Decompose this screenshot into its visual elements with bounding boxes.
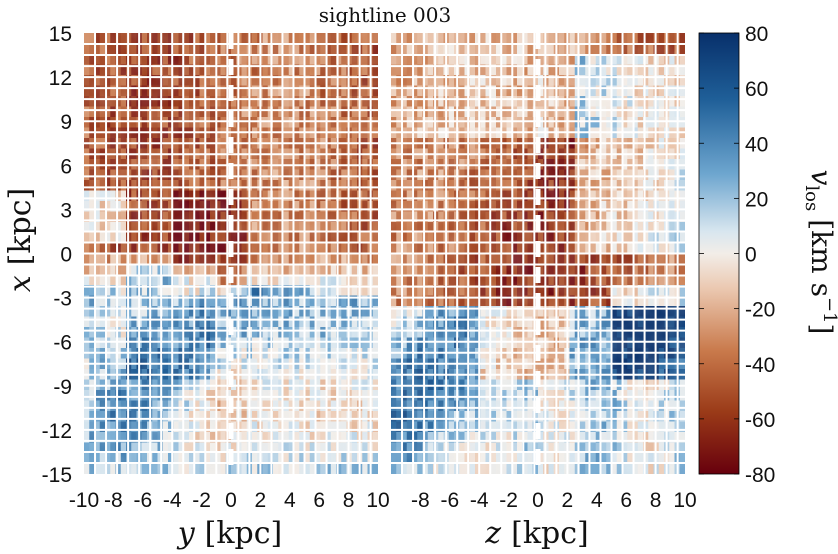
y-tick-labels: 15 12 9 6 3 0 -3 -6 -9 -12 -15 xyxy=(42,23,72,487)
colorbar-tick-label: 40 xyxy=(745,133,768,156)
x-tick-label: -4 xyxy=(163,489,182,512)
colorbar-tick-label: 0 xyxy=(745,244,757,267)
colorbar-tick-label: -20 xyxy=(745,299,775,322)
x-tick-label: -2 xyxy=(499,489,518,512)
x-tick-label: 2 xyxy=(562,489,574,512)
x-tick-label: 4 xyxy=(591,489,603,512)
y-tick-label: 15 xyxy=(49,23,72,46)
y-tick-label: -15 xyxy=(42,464,72,487)
x-tick-label: -2 xyxy=(192,489,211,512)
y-tick-label: 9 xyxy=(60,111,72,134)
y-tick-label: -6 xyxy=(53,332,72,355)
left-x-tick-labels: -10 -8 -6 -4 -2 0 2 4 6 8 10 xyxy=(69,489,390,512)
y-tick-label: -9 xyxy=(53,376,72,399)
y-tick-label: 6 xyxy=(60,155,72,178)
y-tick-label: -3 xyxy=(53,288,72,311)
colorbar-tick-label: 80 xyxy=(745,23,768,46)
colorbar-tick-label: 20 xyxy=(745,188,768,211)
x-tick-label: -10 xyxy=(69,489,99,512)
x-tick-label: 10 xyxy=(366,489,389,512)
y-tick-label: 3 xyxy=(60,199,72,222)
colorbar-tick-label: -60 xyxy=(745,409,775,432)
x-tick-label: -6 xyxy=(133,489,152,512)
x-tick-label: 8 xyxy=(650,489,662,512)
left-heatmap-panel xyxy=(84,33,378,474)
y-tick-label: -12 xyxy=(42,420,72,443)
right-x-axis-label: z [kpc] xyxy=(484,516,588,551)
y-tick-label: 0 xyxy=(60,244,72,267)
x-tick-label: -8 xyxy=(411,489,430,512)
right-x-tick-labels: -8 -6 -4 -2 0 2 4 6 8 10 xyxy=(411,489,697,512)
y-tick-label: 12 xyxy=(49,67,72,90)
colorbar-label: vlos[km s−1] xyxy=(801,170,838,335)
x-tick-label: 6 xyxy=(313,489,325,512)
colorbar-tick-label: -80 xyxy=(745,464,775,487)
x-tick-label: 0 xyxy=(532,489,544,512)
colorbar-tick-label: -40 xyxy=(745,354,775,377)
x-tick-label: -4 xyxy=(470,489,489,512)
x-tick-label: 8 xyxy=(343,489,355,512)
y-axis-label: x[kpc] xyxy=(3,188,38,293)
x-tick-label: 2 xyxy=(255,489,267,512)
x-tick-label: -6 xyxy=(440,489,459,512)
colorbar-tick-label: 60 xyxy=(745,78,768,101)
x-tick-label: 4 xyxy=(284,489,296,512)
left-x-axis-label: y [kpc] xyxy=(176,516,283,551)
chart-title: sightline 003 xyxy=(319,3,451,27)
colorbar-tick-labels: 80 60 40 20 0 -20 -40 -60 -80 xyxy=(699,23,775,487)
right-heatmap-panel xyxy=(391,33,685,474)
x-tick-label: 6 xyxy=(620,489,632,512)
colorbar xyxy=(698,32,740,475)
x-tick-label: 0 xyxy=(225,489,237,512)
x-tick-label: -8 xyxy=(104,489,123,512)
x-tick-label: 10 xyxy=(673,489,696,512)
